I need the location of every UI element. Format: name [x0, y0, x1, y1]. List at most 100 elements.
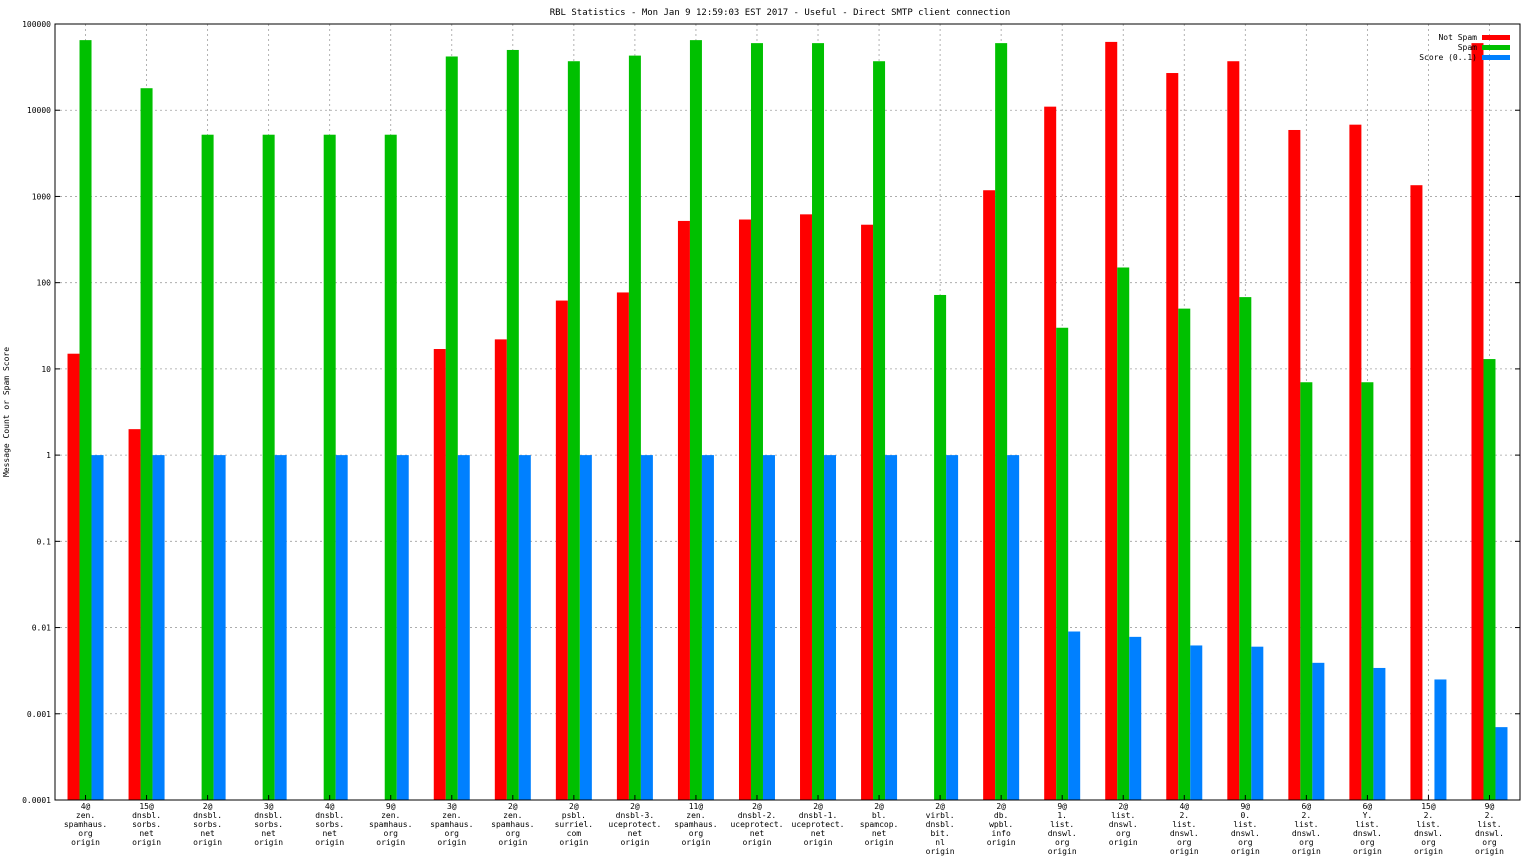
x-category-line: 1. [1057, 811, 1067, 820]
x-category-line: 4@ [1179, 802, 1189, 811]
x-category-line: origin [1475, 847, 1504, 856]
x-category-line: 2. [1302, 811, 1312, 820]
x-category-line: 2@ [874, 802, 884, 811]
x-category-line: origin [1292, 847, 1321, 856]
x-category-line: 6@ [1363, 802, 1373, 811]
x-category-line: dnswl. [1475, 829, 1504, 838]
bar-spam [873, 61, 886, 801]
x-category-label: 2@ dnsbl-3. uceprotect. net origin [608, 802, 661, 847]
x-category-line: dnsbl. [315, 811, 344, 820]
legend-swatch [1482, 45, 1510, 50]
y-axis-title: Message Count or Spam Score [2, 347, 11, 477]
x-category-line: info [992, 829, 1011, 838]
x-category-line: 15@ [139, 802, 154, 811]
bar-not-spam [983, 190, 996, 801]
bar-not-spam [67, 353, 80, 800]
x-category-line: 2@ [813, 802, 823, 811]
bar-score-0-1 [152, 455, 165, 800]
x-category-line: dnswl. [1109, 820, 1138, 829]
x-category-line: uceprotect. [730, 820, 783, 829]
bar-not-spam [1105, 41, 1118, 800]
x-category-line: 3@ [264, 802, 274, 811]
x-category-label: 3@ zen. spamhaus. org origin [430, 802, 473, 847]
legend-swatch [1482, 55, 1510, 60]
x-category-line: zen. [686, 811, 705, 820]
bar-score-0-1 [1434, 679, 1447, 800]
bar-not-spam [1227, 61, 1240, 801]
x-category-line: dnsbl-2. [738, 811, 777, 820]
x-category-label: 9@ zen. spamhaus. org origin [369, 802, 412, 847]
x-category-line: 6@ [1302, 802, 1312, 811]
x-category-line: dnsbl-3. [616, 811, 655, 820]
x-category-label: 6@ Y. list. dnswl. org origin [1353, 802, 1382, 856]
x-category-label: 15@ 2. list. dnswl. org origin [1414, 802, 1443, 856]
x-category-label: 9@ 2. list. dnswl. org origin [1475, 802, 1504, 856]
x-category-line: net [811, 829, 826, 838]
x-category-label: 9@ 0. list. dnswl. org origin [1231, 802, 1260, 856]
x-category-label: 3@ dnsbl. sorbs. net origin [254, 802, 283, 847]
bar-spam [1056, 327, 1069, 800]
x-category-line: 11@ [689, 802, 704, 811]
y-tick-label: 1000 [32, 192, 51, 201]
bar-spam [689, 40, 702, 800]
x-category-label: 2@ psbl. surriel. com origin [555, 802, 594, 847]
y-tick-label: 0.1 [37, 537, 52, 546]
bar-score-0-1 [1068, 631, 1081, 800]
bar-score-0-1 [885, 455, 898, 800]
x-category-line: org [1116, 829, 1131, 838]
bar-score-0-1 [518, 455, 531, 800]
x-category-line: org [384, 829, 399, 838]
x-category-line: org [1177, 838, 1192, 847]
bar-spam [79, 40, 92, 800]
x-category-line: org [78, 829, 93, 838]
bar-not-spam [1166, 73, 1179, 801]
bar-spam [995, 43, 1008, 800]
x-category-line: origin [193, 838, 222, 847]
x-category-line: net [750, 829, 765, 838]
x-category-line: Y. [1363, 811, 1373, 820]
x-category-label: 2@ list. dnswl. org origin [1109, 802, 1138, 847]
bar-score-0-1 [91, 455, 104, 800]
x-category-line: list. [1111, 811, 1135, 820]
bar-not-spam [1044, 106, 1057, 800]
x-category-line: list. [1355, 820, 1379, 829]
x-category-line: origin [376, 838, 405, 847]
bar-spam [934, 294, 947, 800]
x-category-line: net [200, 829, 215, 838]
x-category-line: zen. [76, 811, 95, 820]
x-category-line: origin [559, 838, 588, 847]
x-category-line: 2. [1485, 811, 1495, 820]
x-category-line: org [1299, 838, 1314, 847]
bar-spam [201, 134, 214, 800]
x-category-line: 9@ [1057, 802, 1067, 811]
x-category-line: origin [1353, 847, 1382, 856]
x-category-line: org [1360, 838, 1375, 847]
x-category-line: 9@ [1240, 802, 1250, 811]
x-category-line: list. [1294, 820, 1318, 829]
bar-spam [1117, 267, 1130, 801]
x-category-line: bl. [872, 811, 886, 820]
x-category-line: origin [1048, 847, 1077, 856]
x-category-line: 2@ [935, 802, 945, 811]
x-category-label: 11@ zen. spamhaus. org origin [674, 802, 717, 847]
x-category-line: spamcop. [860, 820, 899, 829]
x-category-line: spamhaus. [430, 820, 473, 829]
x-category-line: sorbs. [193, 820, 222, 829]
x-category-label: 4@ zen. spamhaus. org origin [64, 802, 107, 847]
bar-score-0-1 [1312, 662, 1325, 800]
x-category-line: zen. [442, 811, 461, 820]
x-category-line: org [1421, 838, 1436, 847]
bar-score-0-1 [1129, 636, 1142, 800]
x-category-label: 2@ dnsbl-2. uceprotect. net origin [730, 802, 783, 847]
x-category-line: uceprotect. [608, 820, 661, 829]
x-category-line: origin [926, 847, 955, 856]
x-category-line: org [445, 829, 460, 838]
x-category-label: 4@ 2. list. dnswl. org origin [1170, 802, 1199, 856]
bar-spam [1239, 297, 1252, 800]
x-category-line: dnsbl-1. [799, 811, 838, 820]
x-category-line: 2. [1179, 811, 1189, 820]
bar-spam [1178, 308, 1191, 800]
x-category-line: 2. [1424, 811, 1434, 820]
